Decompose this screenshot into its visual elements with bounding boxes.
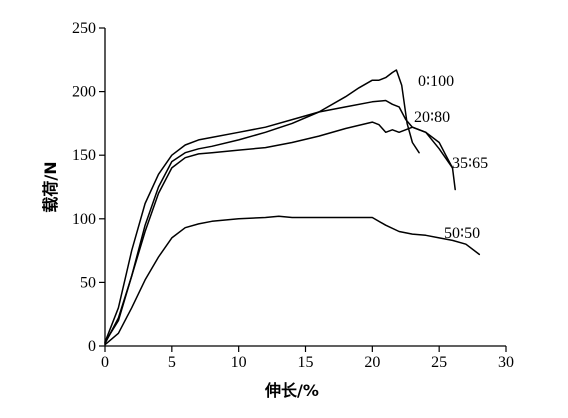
- y-tick-label: 250: [72, 20, 96, 37]
- y-tick-label: 100: [72, 211, 96, 228]
- series-label: 50∶50: [444, 225, 480, 242]
- x-tick-label: 5: [168, 354, 176, 371]
- series-labels: 0∶100 20∶80 35∶65 50∶50: [414, 73, 488, 242]
- y-axis-title: 载荷/N: [41, 161, 60, 212]
- x-ticks: 0 5 10 15 20 25 30: [101, 346, 514, 371]
- x-tick-label: 25: [431, 354, 447, 371]
- curves: [104, 69, 481, 346]
- x-axis-title: 伸长/%: [264, 381, 319, 400]
- y-ticks: 0 50 100 150 200 250: [72, 20, 105, 355]
- x-tick-label: 15: [298, 354, 314, 371]
- series-curve: [104, 69, 420, 343]
- series-label: 20∶80: [414, 109, 450, 126]
- series-curve: [104, 99, 454, 343]
- series-label: 35∶65: [452, 155, 488, 172]
- x-tick-label: 0: [101, 354, 109, 371]
- y-tick-label: 200: [72, 84, 96, 101]
- series-curve: [104, 215, 481, 346]
- y-tick-label: 50: [80, 274, 96, 291]
- y-tick-label: 150: [72, 147, 96, 164]
- series-label: 0∶100: [418, 73, 454, 90]
- x-tick-label: 20: [364, 354, 380, 371]
- x-tick-label: 30: [498, 354, 514, 371]
- series-curve: [104, 121, 456, 345]
- y-tick-label: 0: [88, 338, 96, 355]
- x-tick-label: 10: [231, 354, 247, 371]
